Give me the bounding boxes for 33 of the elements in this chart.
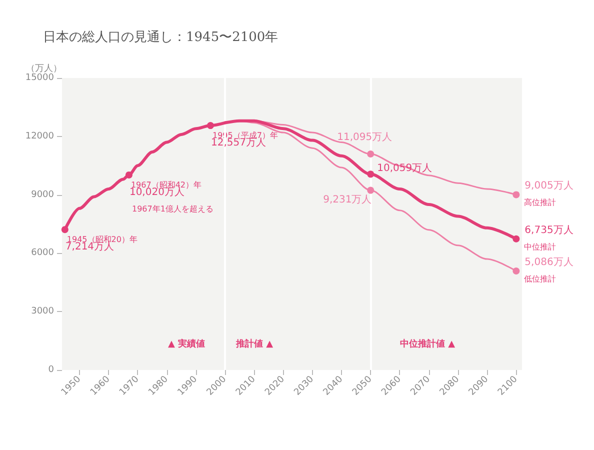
annotation: 1967年1億人を超える bbox=[132, 204, 214, 214]
point bbox=[512, 267, 520, 274]
y-tick-label: 12000 bbox=[25, 131, 54, 142]
point bbox=[125, 171, 132, 178]
y-tick-label: 6000 bbox=[31, 248, 54, 258]
data-label: 11,095万人 bbox=[337, 132, 392, 144]
data-label: 12,557万人 bbox=[210, 138, 266, 149]
annotation: 中位推計 bbox=[524, 242, 556, 252]
point bbox=[367, 170, 374, 178]
chart-title: 日本の総人口の見通し：1945〜2100年 bbox=[43, 30, 278, 45]
point bbox=[206, 122, 214, 130]
data-label: 10,059万人 bbox=[377, 163, 432, 174]
point bbox=[512, 235, 520, 242]
y-tick-label: 15000 bbox=[25, 73, 54, 83]
data-label: 5,086万人 bbox=[524, 256, 574, 268]
data-label: 7,214万人 bbox=[65, 242, 114, 253]
data-label: 9,005万人 bbox=[524, 180, 574, 192]
data-label: 9,231万人 bbox=[323, 194, 372, 206]
point bbox=[367, 186, 374, 194]
annotation: 中位推計値 ▲ bbox=[400, 338, 456, 350]
data-label: 10,020万人 bbox=[129, 186, 184, 198]
annotation: ▲ 実績値 bbox=[168, 338, 206, 350]
annotation: 低位推計 bbox=[524, 274, 556, 284]
y-tick-label: 0 bbox=[48, 365, 54, 375]
y-tick-label: 9000 bbox=[31, 190, 54, 200]
point bbox=[61, 226, 68, 234]
data-label: 6,735万人 bbox=[524, 224, 574, 236]
annotation: 高位推計 bbox=[524, 198, 556, 208]
point bbox=[512, 191, 520, 198]
annotation: 推計値 ▲ bbox=[235, 338, 274, 350]
y-axis-title: （万人） bbox=[26, 63, 62, 74]
point bbox=[367, 150, 374, 158]
y-tick-label: 3000 bbox=[31, 306, 54, 317]
